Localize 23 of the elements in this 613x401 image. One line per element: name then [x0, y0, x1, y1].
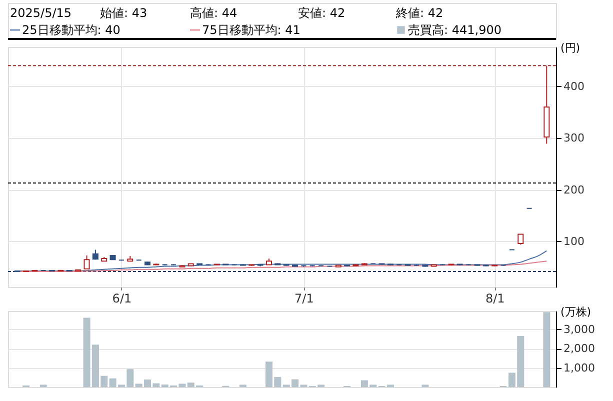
text: 安値: 42	[298, 6, 346, 20]
legend-label: 75日移動平均: 41	[202, 23, 300, 37]
y-tick-label: 200	[564, 183, 584, 196]
text: 始値: 43	[100, 6, 148, 20]
y-tick-label: 1,000	[564, 361, 595, 374]
legend-label: 25日移動平均: 40	[22, 23, 120, 37]
y-tick-label: 3,000	[564, 322, 595, 336]
y-tick-label: 2,000	[564, 342, 595, 356]
candlestick	[84, 254, 90, 270]
y-tick-label: 100	[564, 234, 584, 248]
legend-label: 売買高: 441,900	[408, 23, 502, 37]
candlestick	[518, 234, 524, 246]
text: 高値: 44	[190, 6, 238, 20]
x-tick-label: 7/1	[294, 292, 314, 306]
text: 終値: 42	[395, 6, 444, 20]
bar	[543, 312, 550, 387]
x-tick-label: 8/1	[485, 292, 505, 306]
x-tick-label: 6/1	[112, 292, 132, 306]
y-tick-label: 300	[564, 132, 584, 145]
y-axis-title: (万株)	[560, 306, 592, 318]
text: 2025/5/15	[10, 6, 72, 20]
y-tick-label: 400	[564, 80, 584, 93]
y-axis-title: (円)	[560, 42, 580, 54]
